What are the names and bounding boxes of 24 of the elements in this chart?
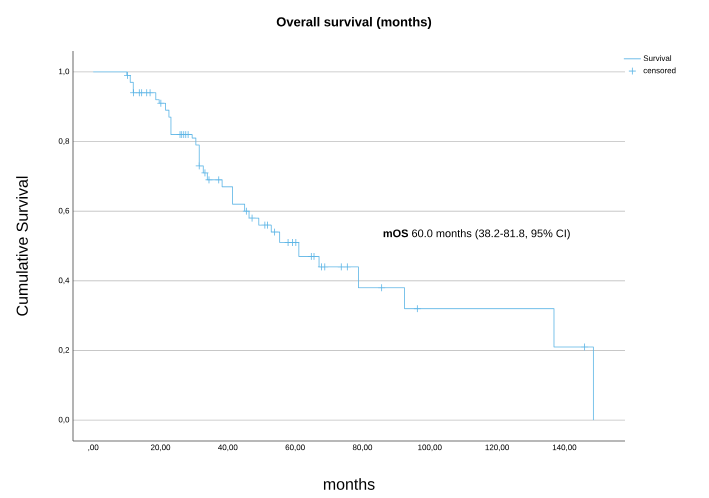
point [214, 176, 223, 184]
point [378, 284, 386, 292]
point [201, 168, 209, 177]
point [580, 343, 588, 351]
point [248, 214, 256, 222]
y-axis-title: Cumulative Survival [16, 176, 28, 316]
point [343, 263, 352, 271]
point [264, 221, 272, 229]
x-axis-title: months [324, 478, 375, 490]
point [130, 88, 138, 97]
annotation: mOS 60.0 months (38.2-81.8, 95% CI) [384, 229, 570, 240]
chart-title: Overall survival (months) [276, 16, 432, 30]
point [124, 71, 132, 80]
point [242, 207, 250, 216]
point [156, 99, 165, 108]
point [320, 263, 329, 271]
point [270, 228, 279, 236]
point [413, 304, 422, 313]
point [284, 238, 292, 246]
point [146, 88, 154, 97]
point [337, 263, 346, 271]
point [138, 88, 146, 97]
point [205, 176, 213, 184]
point [195, 162, 204, 170]
